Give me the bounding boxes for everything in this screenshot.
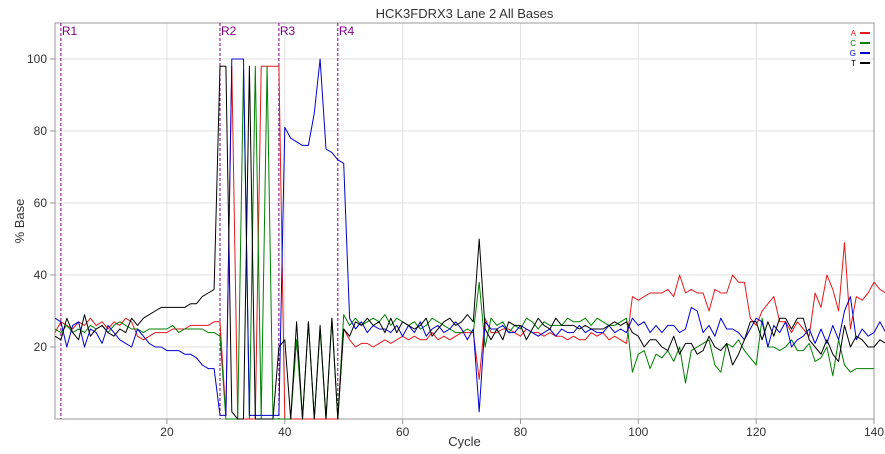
series-line-t <box>54 65 885 420</box>
y-tick-label: 80 <box>34 124 48 138</box>
chart-title: HCK3FDRX3 Lane 2 All Bases <box>376 6 554 21</box>
read-marker-label: R1 <box>62 24 78 38</box>
series-line-g <box>54 58 885 416</box>
y-tick-label: 40 <box>34 268 48 282</box>
x-tick-label: 40 <box>278 425 292 439</box>
legend-label: A <box>851 29 857 38</box>
plot-area <box>54 22 875 420</box>
x-tick-label: 60 <box>396 425 410 439</box>
series-line-a <box>54 65 885 420</box>
legend-label: C <box>850 39 856 48</box>
y-axis-label: % Base <box>12 199 27 244</box>
x-tick-label: 120 <box>746 425 766 439</box>
y-tick-label: 20 <box>34 340 48 354</box>
x-axis-label: Cycle <box>448 434 481 449</box>
y-tick-label: 60 <box>34 196 48 210</box>
read-marker-label: R4 <box>339 24 355 38</box>
x-axis: 20 40 60 80 100 120 140 <box>160 419 884 439</box>
read-marker-label: R2 <box>221 24 237 38</box>
series-lines <box>54 58 885 420</box>
x-tick-label: 20 <box>160 425 174 439</box>
grid <box>55 23 874 419</box>
legend-label: T <box>851 59 856 68</box>
y-axis: 20 40 60 80 100 <box>27 52 55 354</box>
series-line-c <box>54 65 874 420</box>
read-marker-label: R3 <box>280 24 296 38</box>
x-tick-label: 80 <box>514 425 528 439</box>
x-tick-label: 100 <box>628 425 648 439</box>
legend-label: G <box>850 49 856 58</box>
y-tick-label: 100 <box>27 52 47 66</box>
x-tick-label: 140 <box>864 425 884 439</box>
